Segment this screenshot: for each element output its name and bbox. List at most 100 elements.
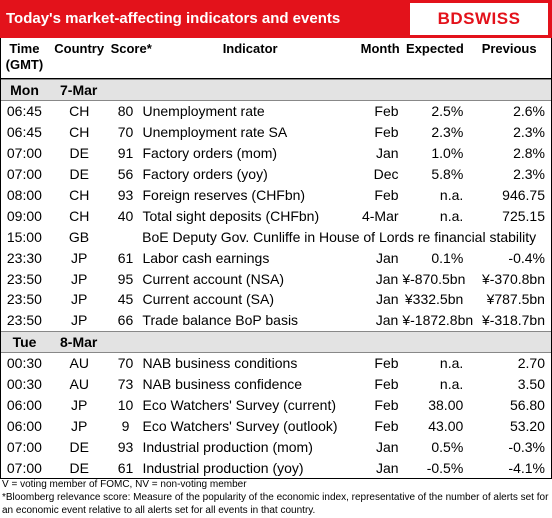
event-row: 07:00 DE 56 Factory orders (yoy) Dec 5.8% 2.3% (1, 164, 551, 185)
cell: 61 (117, 459, 134, 476)
cell: Unemployment rate SA (142, 124, 288, 141)
cell: ¥787.5bn (486, 291, 545, 308)
cell: 07:00 (6, 166, 42, 183)
cell: 70 (117, 355, 134, 372)
cell: 2.3% (431, 124, 464, 141)
cell: 70 (117, 124, 134, 141)
event-row: 07:00 DE 61 Industrial production (yoy) Jan -… (1, 457, 551, 478)
cell: 95 (117, 270, 134, 287)
cell: 56 (117, 166, 134, 183)
cell: 07:00 (6, 438, 42, 455)
cell: 56.80 (509, 397, 545, 414)
cell: 5.8% (431, 166, 464, 183)
event-row: 23:30 JP 61 Labor cash earnings Jan 0.1% -0.4% (1, 247, 551, 268)
cell: Jan (375, 291, 399, 308)
footnote: *Bloomberg relevance score: Measure of t… (2, 492, 549, 516)
day-row: Mon 7-Mar (1, 79, 551, 101)
footnote: V = voting member of FOMC, NV = non-voti… (2, 479, 247, 490)
cell: Factory orders (mom) (142, 145, 278, 162)
event-row: 06:00 JP 9 Eco Watchers' Survey (outlook) Fe… (1, 415, 551, 436)
event-row: 07:00 DE 91 Factory orders (mom) Jan 1.0% 2.8% (1, 143, 551, 164)
date: 7-Mar (60, 82, 98, 98)
cell: 3.50 (517, 376, 545, 393)
cell: 0.1% (431, 249, 464, 266)
cell: DE (69, 459, 89, 476)
cell: Jan (375, 249, 399, 266)
column-header: Previous (481, 41, 537, 56)
cell: 23:50 (6, 291, 42, 308)
cell: Current account (SA) (142, 291, 274, 308)
column-header: Month (360, 41, 400, 56)
cell: 93 (117, 438, 134, 455)
cell: JP (70, 312, 88, 329)
cell: Jan (375, 270, 399, 287)
cell: 61 (117, 249, 134, 266)
cell: 08:00 (6, 187, 42, 203)
cell: 0.5% (431, 438, 464, 455)
cell: Feb (374, 355, 399, 372)
cell: DE (69, 166, 89, 183)
cell: 1.0% (431, 145, 464, 162)
cell: 73 (117, 376, 134, 393)
cell: 07:00 (6, 459, 42, 476)
cell: Foreign reserves (CHFbn) (142, 187, 306, 203)
cell: Trade balance BoP basis (142, 312, 299, 329)
cell: JP (70, 270, 88, 287)
cell: 53.20 (509, 417, 545, 434)
cell: Labor cash earnings (142, 249, 270, 266)
cell: 40 (117, 207, 134, 224)
cell: 80 (117, 103, 134, 120)
cell: Jan (375, 438, 399, 455)
column-header: Indicator (222, 41, 278, 56)
event-row: 15:00 GB BoE Deputy Gov. Cunliffe in House… (1, 226, 551, 247)
cell: 09:00 (6, 207, 42, 224)
cell: Eco Watchers' Survey (outlook) (142, 417, 338, 434)
cell: 00:30 (6, 376, 42, 393)
cell: 2.5% (431, 103, 464, 120)
cell: 2.70 (517, 355, 545, 372)
cell: 15:00 (6, 228, 42, 245)
cell: 00:30 (6, 355, 42, 372)
cell: 23:30 (6, 249, 42, 266)
cell: Feb (374, 417, 399, 434)
logo: BDSWISS (410, 3, 548, 35)
cell: n.a. (439, 207, 464, 224)
cell: 23:50 (6, 312, 42, 329)
event-row: 00:30 AU 70 NAB business conditions Feb n.a. 2… (1, 353, 551, 374)
column-header: Score* (110, 41, 152, 56)
cell: BoE Deputy Gov. Cunliffe in House of Lor… (142, 228, 537, 245)
footnotes: V = voting member of FOMC, NV = non-voti… (2, 478, 550, 517)
cell: 06:45 (6, 103, 42, 120)
cell: Feb (374, 397, 399, 414)
cell: Feb (374, 103, 399, 120)
cell: Total sight deposits (CHFbn) (142, 207, 320, 224)
cell: Industrial production (mom) (142, 438, 313, 455)
column-header: Time (GMT) (5, 41, 44, 72)
cell: JP (71, 291, 88, 308)
cell: 9 (121, 417, 130, 434)
event-row: 23:50 JP 66 Trade balance BoP basis Jan ¥-187… (1, 310, 551, 331)
cell: 2.3% (513, 166, 545, 183)
cell: Jan (375, 145, 399, 162)
date: 8-Mar (60, 333, 98, 350)
event-row: 09:00 CH 40 Total sight deposits (CHFbn) 4-M… (1, 205, 551, 226)
cell: 06:45 (6, 124, 42, 141)
cell: n.a. (439, 187, 464, 203)
cell: JP (71, 397, 88, 414)
cell: Dec (373, 166, 399, 183)
title: Today's market-affecting indicators and … (6, 10, 341, 27)
cell: Jan (375, 459, 399, 476)
cell: ¥-318.7bn (481, 312, 545, 329)
cell: Factory orders (yoy) (142, 166, 268, 183)
day: Tue (12, 333, 37, 350)
cell: 45 (117, 291, 134, 308)
cell: -4.1% (508, 459, 545, 476)
cell: 93 (117, 187, 134, 203)
day-row: Tue 8-Mar (1, 330, 551, 353)
cell: CH (69, 207, 90, 224)
cell: NAB business conditions (142, 355, 298, 372)
event-row: 06:45 CH 80 Unemployment rate Feb 2.5% 2.6% (1, 101, 551, 122)
header-row: Time (GMT) Country Score* Indicator Month Exp… (1, 38, 551, 79)
event-row: 23:50 JP 45 Current account (SA) Jan ¥332.5bn… (1, 289, 551, 310)
cell: AU (69, 376, 89, 393)
